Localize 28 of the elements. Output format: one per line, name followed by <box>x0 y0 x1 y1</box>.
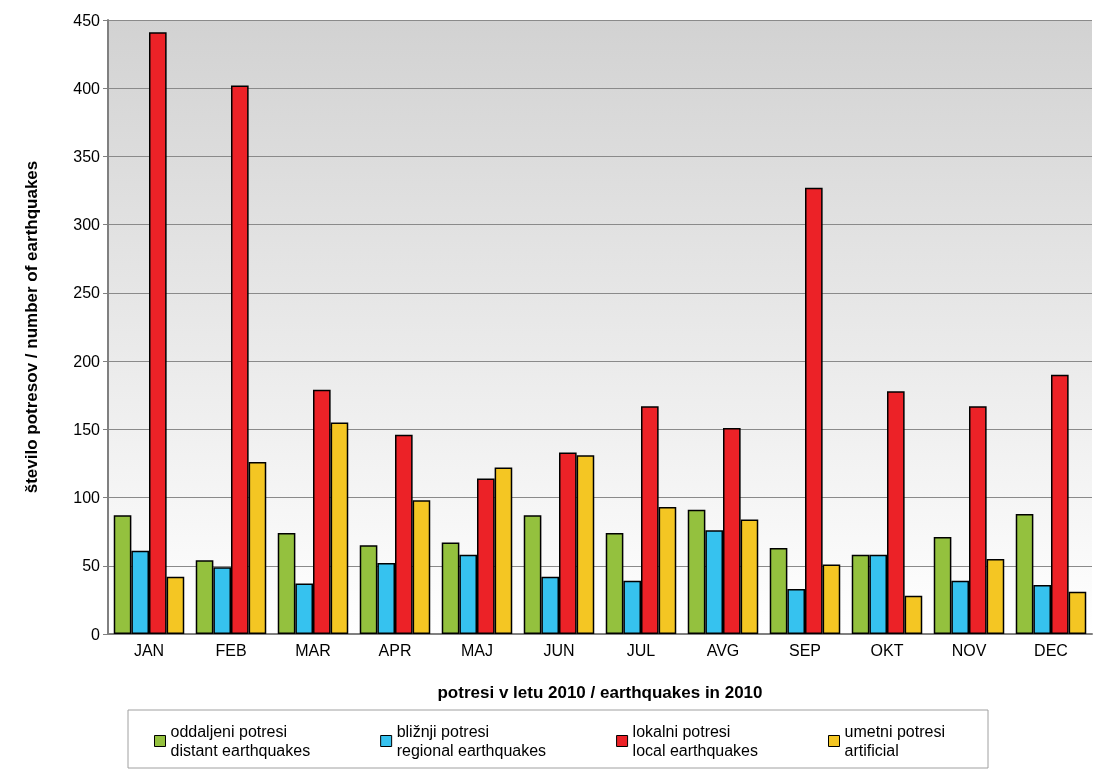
y-tick-label: 350 <box>73 147 101 165</box>
y-tick-label: 450 <box>73 11 101 29</box>
x-tick-label: JUL <box>626 641 656 659</box>
y-tick-label: 0 <box>91 625 101 643</box>
y-tick-label: 100 <box>73 489 101 507</box>
legend-label: oddaljeni potresi distant earthquakes <box>170 723 311 759</box>
y-tick-label: 150 <box>73 420 101 438</box>
x-tick-label: MAR <box>295 641 331 659</box>
y-tick-label: 50 <box>82 557 101 575</box>
x-tick-label: APR <box>378 641 412 659</box>
y-tick-label: 200 <box>73 352 101 370</box>
legend-label: lokalni potresi local earthquakes <box>632 723 759 759</box>
x-tick-label: AVG <box>706 641 740 659</box>
y-axis-title: število potresov / number of earthquakes <box>22 160 41 494</box>
y-tick-label: 300 <box>73 216 101 234</box>
x-tick-label: JUN <box>543 641 575 659</box>
x-axis-title: potresi v letu 2010 / earthquakes in 2010 <box>437 683 763 702</box>
legend-label: umetni potresi artificial <box>844 723 945 759</box>
legend-label: bližnji potresi regional earthquakes <box>396 723 547 759</box>
y-tick-label: 400 <box>73 79 101 97</box>
x-tick-label: FEB <box>215 641 247 659</box>
x-tick-label: DEC <box>1034 641 1068 659</box>
x-tick-label: JAN <box>133 641 165 659</box>
x-tick-label: SEP <box>788 641 822 659</box>
x-tick-label: NOV <box>951 641 987 659</box>
y-tick-label: 250 <box>73 284 101 302</box>
x-tick-label: MAJ <box>461 641 493 659</box>
x-tick-label: OKT <box>870 641 904 659</box>
